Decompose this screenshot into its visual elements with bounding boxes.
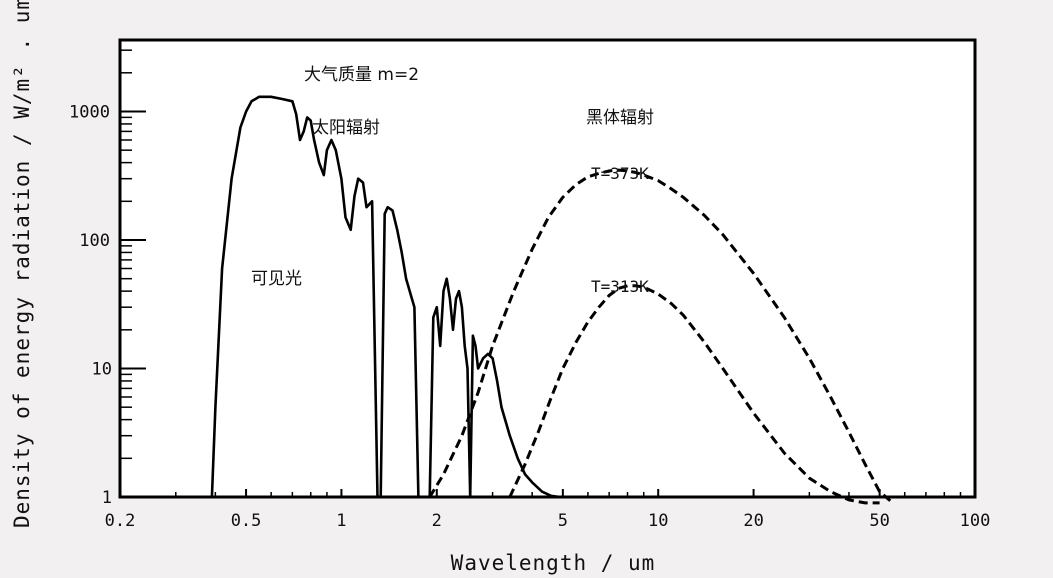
annotation-blackbody-radiation: 黑体辐射	[586, 108, 654, 128]
plot-frame-group	[118, 38, 977, 499]
x-tick-label: 2	[432, 511, 442, 531]
x-tick-label: 20	[743, 511, 763, 531]
annotation-visible-light: 可见光	[251, 269, 302, 289]
x-tick-label: 1	[336, 511, 346, 531]
label-t373: T=373K	[591, 164, 649, 183]
blackbody-line-t313k	[508, 284, 880, 505]
y-axis-title: Density of energy radiation / W/m² . um	[10, 0, 34, 528]
annotation-air-mass: 大气质量 m=2	[304, 65, 419, 85]
series-group	[210, 95, 894, 505]
y-tick-label: 1	[102, 488, 112, 508]
x-tick-label: 50	[869, 511, 889, 531]
y-tick-label: 10	[92, 359, 112, 379]
x-tick-label: 0.2	[105, 511, 136, 531]
plot-area-frame	[118, 38, 977, 499]
y-tick-label: 100	[79, 231, 110, 251]
y-tick-label: 1000	[69, 102, 110, 122]
x-tick-label: 100	[960, 511, 991, 531]
x-axis-title: Wavelength / um	[451, 551, 656, 575]
x-tick-label: 10	[648, 511, 668, 531]
annotation-solar-radiation: 太阳辐射	[312, 118, 380, 138]
label-t313: T=313K	[591, 277, 649, 296]
tick-group: 0.2 0.5 1 2 5 10 20 50 100 1 10 100 1000	[69, 49, 991, 531]
solar-radiation-line	[210, 95, 566, 499]
blackbody-line-t373k	[428, 168, 894, 505]
x-tick-label: 5	[558, 511, 568, 531]
x-tick-label: 0.5	[231, 511, 262, 531]
